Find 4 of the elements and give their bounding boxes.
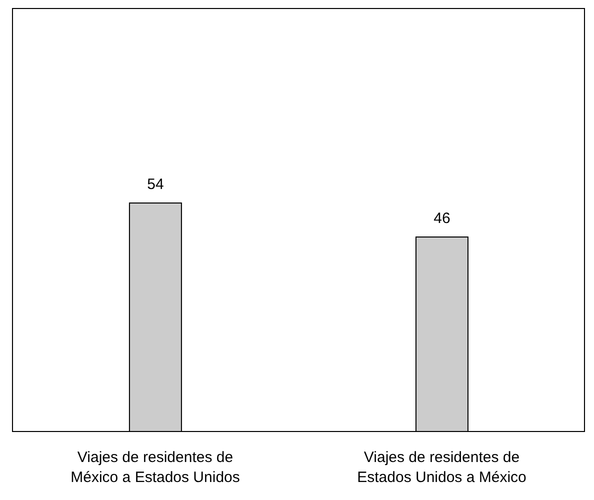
data-label: 46 — [434, 210, 450, 227]
data-label: 54 — [147, 176, 164, 194]
x-tick-label: Viajes de residentes de Estados Unidos a México — [357, 449, 526, 486]
x-tick-label: Viajes de residentes de México a Estados Unidos — [70, 449, 240, 486]
